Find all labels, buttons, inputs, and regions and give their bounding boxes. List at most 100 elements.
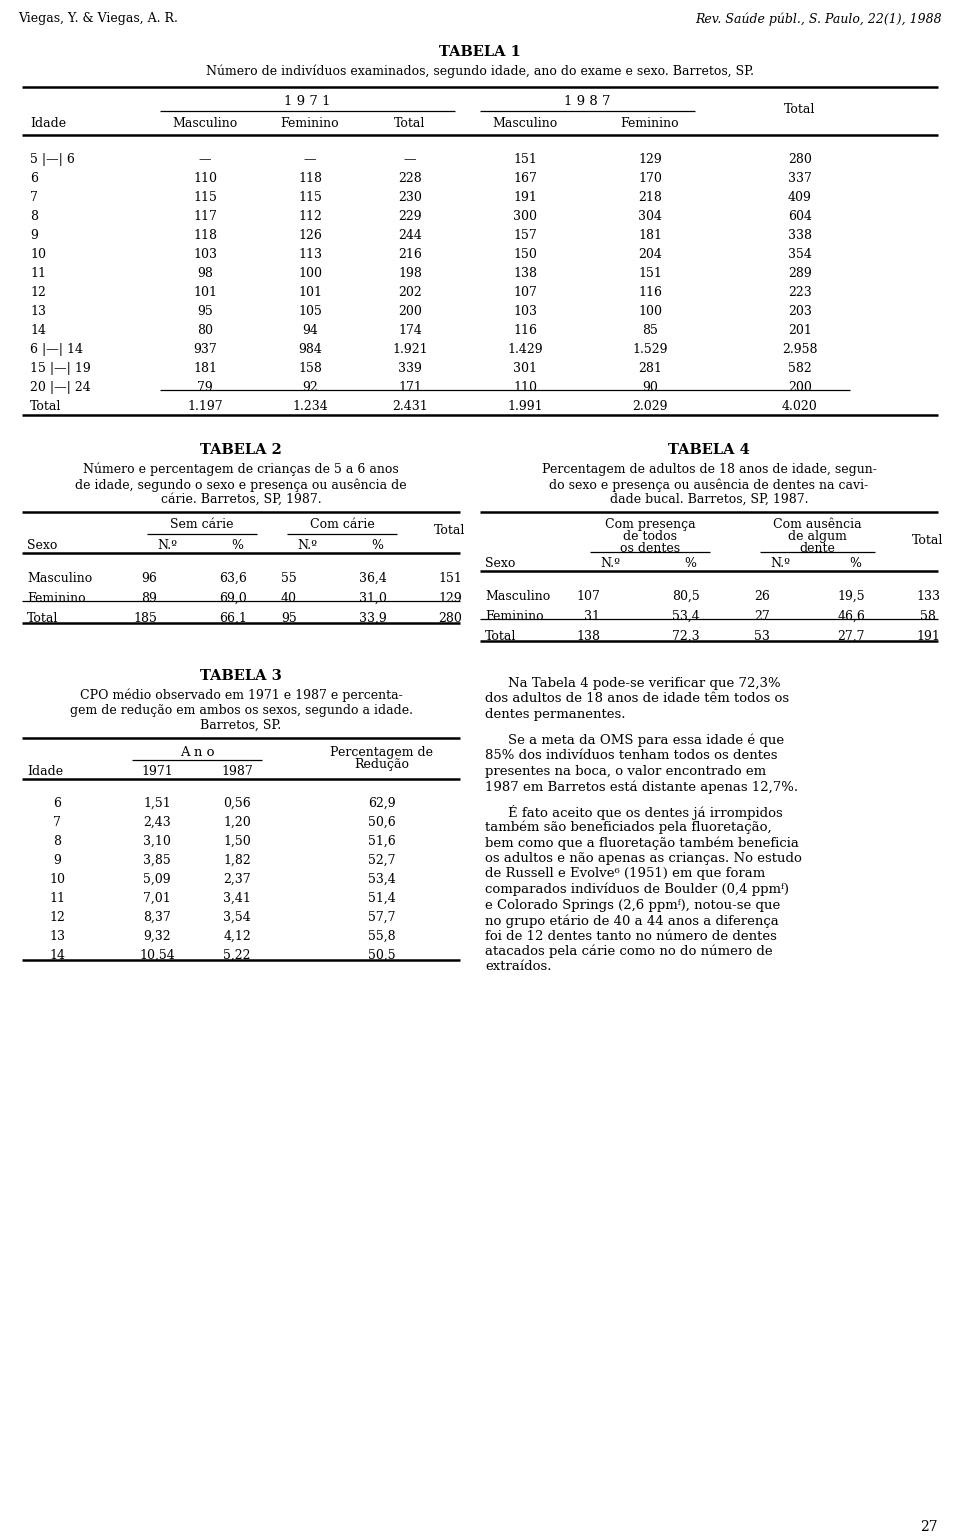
Text: 100: 100 — [298, 267, 322, 280]
Text: Número e percentagem de crianças de 5 a 6 anos: Número e percentagem de crianças de 5 a … — [84, 463, 398, 476]
Text: 6: 6 — [53, 798, 61, 810]
Text: 95: 95 — [281, 612, 297, 626]
Text: 181: 181 — [638, 229, 662, 241]
Text: É fato aceito que os dentes já irrompidos: É fato aceito que os dentes já irrompido… — [508, 805, 782, 821]
Text: 103: 103 — [513, 304, 537, 318]
Text: 9,32: 9,32 — [143, 930, 171, 944]
Text: TABELA 3: TABELA 3 — [200, 669, 282, 682]
Text: 204: 204 — [638, 247, 662, 261]
Text: 79: 79 — [197, 381, 213, 393]
Text: 100: 100 — [638, 304, 662, 318]
Text: 112: 112 — [298, 211, 322, 223]
Text: 115: 115 — [298, 191, 322, 204]
Text: 85% dos indivíduos tenham todos os dentes: 85% dos indivíduos tenham todos os dente… — [485, 749, 778, 762]
Text: Barretos, SP.: Barretos, SP. — [201, 719, 281, 732]
Text: Feminino: Feminino — [621, 117, 680, 131]
Text: 51,6: 51,6 — [368, 835, 396, 848]
Text: de todos: de todos — [623, 530, 677, 543]
Text: 200: 200 — [788, 381, 812, 393]
Text: 80: 80 — [197, 324, 213, 337]
Text: 191: 191 — [916, 630, 940, 642]
Text: Com presença: Com presença — [605, 518, 695, 530]
Text: 8: 8 — [30, 211, 38, 223]
Text: 107: 107 — [513, 286, 537, 300]
Text: cárie. Barretos, SP, 1987.: cárie. Barretos, SP, 1987. — [160, 493, 322, 506]
Text: 582: 582 — [788, 363, 812, 375]
Text: dos adultos de 18 anos de idade têm todos os: dos adultos de 18 anos de idade têm todo… — [485, 693, 789, 705]
Text: Masculino: Masculino — [485, 590, 550, 603]
Text: 3,10: 3,10 — [143, 835, 171, 848]
Text: 1987: 1987 — [221, 765, 252, 778]
Text: %: % — [684, 556, 696, 570]
Text: 51,4: 51,4 — [368, 891, 396, 905]
Text: atacados pela cárie como no do número de: atacados pela cárie como no do número de — [485, 945, 773, 959]
Text: 229: 229 — [398, 211, 421, 223]
Text: 101: 101 — [193, 286, 217, 300]
Text: 90: 90 — [642, 381, 658, 393]
Text: 158: 158 — [298, 363, 322, 375]
Text: 1.921: 1.921 — [393, 343, 428, 357]
Text: Na Tabela 4 pode-se verificar que 72,3%: Na Tabela 4 pode-se verificar que 72,3% — [508, 676, 780, 690]
Text: 110: 110 — [193, 172, 217, 184]
Text: 10,54: 10,54 — [139, 948, 175, 962]
Text: 230: 230 — [398, 191, 422, 204]
Text: presentes na boca, o valor encontrado em: presentes na boca, o valor encontrado em — [485, 764, 766, 778]
Text: Percentagem de adultos de 18 anos de idade, segun-: Percentagem de adultos de 18 anos de ida… — [541, 463, 876, 476]
Text: 984: 984 — [298, 343, 322, 357]
Text: N.º: N.º — [770, 556, 790, 570]
Text: Total: Total — [30, 400, 61, 413]
Text: Masculino: Masculino — [27, 572, 92, 586]
Text: Feminino: Feminino — [280, 117, 339, 131]
Text: Feminino: Feminino — [485, 610, 543, 622]
Text: Idade: Idade — [27, 765, 63, 778]
Text: 19,5: 19,5 — [837, 590, 865, 603]
Text: Sem cárie: Sem cárie — [170, 518, 233, 530]
Text: dade bucal. Barretos, SP, 1987.: dade bucal. Barretos, SP, 1987. — [610, 493, 808, 506]
Text: 171: 171 — [398, 381, 422, 393]
Text: gem de redução em ambos os sexos, segundo a idade.: gem de redução em ambos os sexos, segund… — [69, 704, 413, 716]
Text: 10: 10 — [30, 247, 46, 261]
Text: Total: Total — [395, 117, 425, 131]
Text: 52,7: 52,7 — [369, 855, 396, 867]
Text: 1,50: 1,50 — [223, 835, 251, 848]
Text: 27,7: 27,7 — [837, 630, 865, 642]
Text: %: % — [849, 556, 861, 570]
Text: dente: dente — [800, 543, 835, 555]
Text: 129: 129 — [438, 592, 462, 606]
Text: 11: 11 — [30, 267, 46, 280]
Text: Total: Total — [784, 103, 816, 115]
Text: 11: 11 — [49, 891, 65, 905]
Text: 198: 198 — [398, 267, 422, 280]
Text: 151: 151 — [638, 267, 662, 280]
Text: 113: 113 — [298, 247, 322, 261]
Text: de algum: de algum — [788, 530, 847, 543]
Text: 1,20: 1,20 — [223, 816, 251, 828]
Text: 354: 354 — [788, 247, 812, 261]
Text: 157: 157 — [514, 229, 537, 241]
Text: comparados indivíduos de Boulder (0,4 ppmᶠ): comparados indivíduos de Boulder (0,4 pp… — [485, 882, 789, 896]
Text: 1987 em Barretos está distante apenas 12,7%.: 1987 em Barretos está distante apenas 12… — [485, 779, 798, 793]
Text: 7,01: 7,01 — [143, 891, 171, 905]
Text: os dentes: os dentes — [620, 543, 680, 555]
Text: 937: 937 — [193, 343, 217, 357]
Text: %: % — [371, 539, 383, 552]
Text: 138: 138 — [513, 267, 537, 280]
Text: 170: 170 — [638, 172, 662, 184]
Text: 281: 281 — [638, 363, 662, 375]
Text: 280: 280 — [788, 154, 812, 166]
Text: 116: 116 — [638, 286, 662, 300]
Text: 289: 289 — [788, 267, 812, 280]
Text: TABELA 1: TABELA 1 — [439, 45, 521, 58]
Text: 10: 10 — [49, 873, 65, 885]
Text: 339: 339 — [398, 363, 422, 375]
Text: 4,12: 4,12 — [223, 930, 251, 944]
Text: 95: 95 — [197, 304, 213, 318]
Text: 2.029: 2.029 — [633, 400, 668, 413]
Text: 202: 202 — [398, 286, 421, 300]
Text: 1 9 8 7: 1 9 8 7 — [564, 95, 611, 108]
Text: 2,43: 2,43 — [143, 816, 171, 828]
Text: 62,9: 62,9 — [369, 798, 396, 810]
Text: e Colorado Springs (2,6 ppmᶠ), notou-se que: e Colorado Springs (2,6 ppmᶠ), notou-se … — [485, 899, 780, 911]
Text: 1.429: 1.429 — [507, 343, 542, 357]
Text: do sexo e presença ou ausência de dentes na cavi-: do sexo e presença ou ausência de dentes… — [549, 478, 869, 492]
